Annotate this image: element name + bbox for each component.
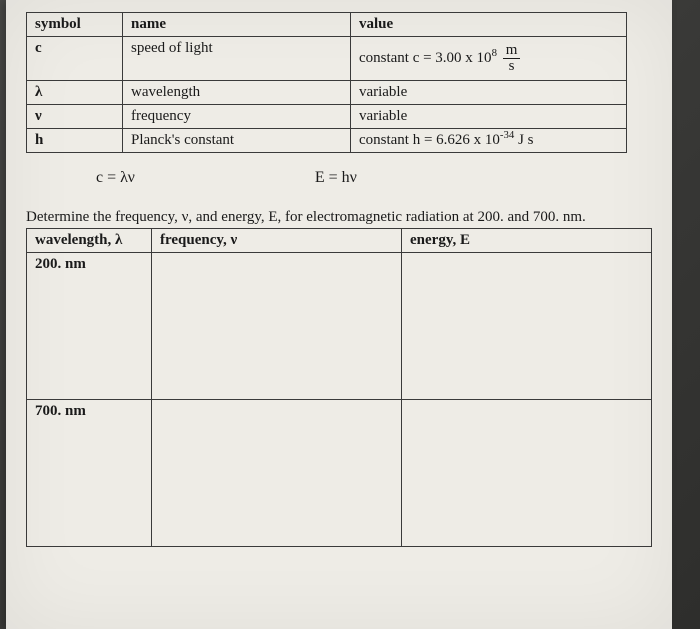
value-unit-fraction: m s <box>503 43 521 74</box>
value-cell: constant h = 6.626 x 10-34 J s <box>350 129 626 153</box>
wavelength-cell: 700. nm <box>27 400 152 547</box>
table-row: ν frequency variable <box>27 105 627 129</box>
table-row: h Planck's constant constant h = 6.626 x… <box>27 129 627 153</box>
table-row: λ wavelength variable <box>27 81 627 105</box>
header-symbol: symbol <box>27 13 123 37</box>
symbol-cell: λ <box>27 81 123 105</box>
header-value: value <box>350 13 626 37</box>
table-row: 700. nm <box>27 400 652 547</box>
value-prefix: constant h = 6.626 x 10 <box>359 132 500 148</box>
value-prefix: constant c = 3.00 x 10 <box>359 50 492 66</box>
definitions-table: symbol name value c speed of light const… <box>26 12 627 153</box>
table-header-row: symbol name value <box>27 13 627 37</box>
value-cell: constant c = 3.00 x 108 m s <box>350 37 626 81</box>
table-header-row: wavelength, λ frequency, ν energy, E <box>27 229 652 253</box>
equation-c-lambda-nu: c = λν <box>96 169 135 187</box>
calculation-table: wavelength, λ frequency, ν energy, E 200… <box>26 228 652 547</box>
name-cell: wavelength <box>122 81 350 105</box>
value-suffix: J s <box>514 132 533 148</box>
unit-numerator: m <box>503 43 521 59</box>
name-cell: speed of light <box>122 37 350 81</box>
header-energy: energy, E <box>402 229 652 253</box>
name-cell: frequency <box>122 105 350 129</box>
value-cell: variable <box>350 105 626 129</box>
frequency-cell <box>152 253 402 400</box>
header-wavelength: wavelength, λ <box>27 229 152 253</box>
frequency-cell <box>152 400 402 547</box>
symbol-cell: c <box>27 37 123 81</box>
name-cell: Planck's constant <box>122 129 350 153</box>
value-exponent: -34 <box>500 129 514 141</box>
equations-row: c = λν E = hν <box>26 169 652 187</box>
value-cell: variable <box>350 81 626 105</box>
symbol-cell: h <box>27 129 123 153</box>
table-row: c speed of light constant c = 3.00 x 108… <box>27 37 627 81</box>
equation-e-h-nu: E = hν <box>315 169 357 187</box>
header-name: name <box>122 13 350 37</box>
symbol-cell: ν <box>27 105 123 129</box>
energy-cell <box>402 400 652 547</box>
table-row: 200. nm <box>27 253 652 400</box>
energy-cell <box>402 253 652 400</box>
worksheet-paper: symbol name value c speed of light const… <box>6 0 672 629</box>
wavelength-cell: 200. nm <box>27 253 152 400</box>
instruction-text: Determine the frequency, ν, and energy, … <box>26 209 652 226</box>
unit-denominator: s <box>503 59 521 74</box>
value-exponent: 8 <box>492 47 497 59</box>
header-frequency: frequency, ν <box>152 229 402 253</box>
